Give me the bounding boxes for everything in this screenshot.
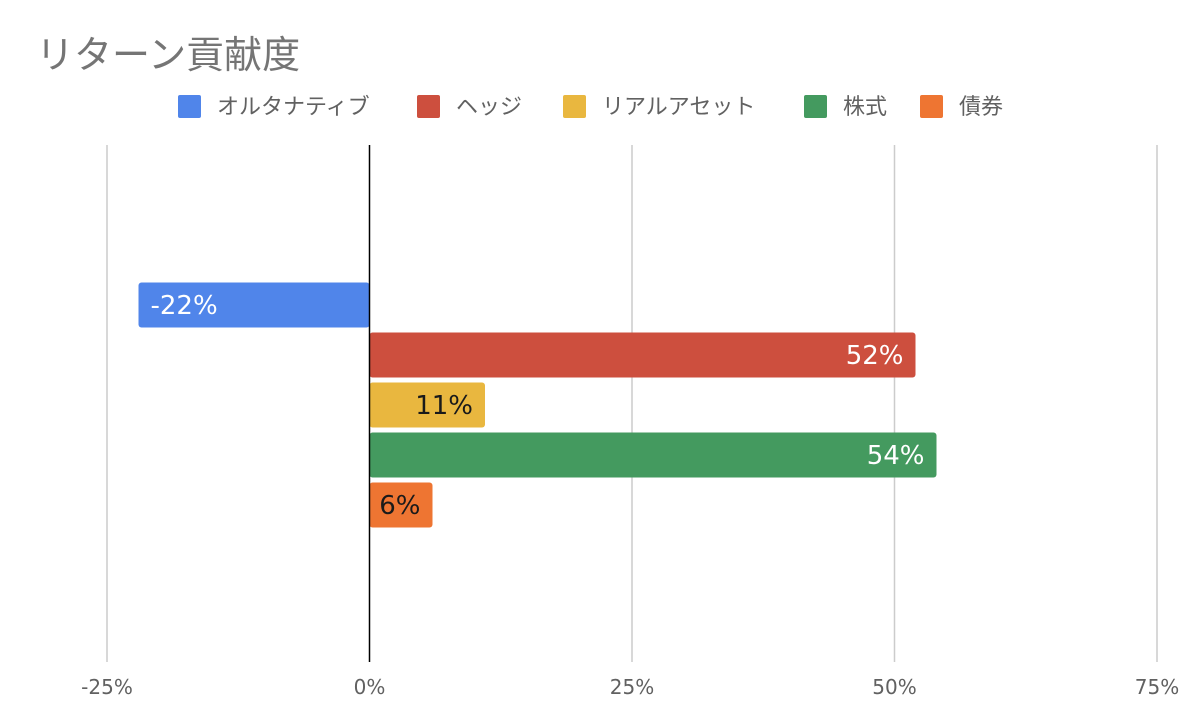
chart-title: リターン貢献度 xyxy=(36,33,301,77)
data-label: -22% xyxy=(151,291,218,321)
x-tick-label: 25% xyxy=(610,675,654,699)
x-tick-label: -25% xyxy=(81,675,133,699)
legend-label: 債券 xyxy=(959,95,1003,120)
legend-label: 株式 xyxy=(843,95,887,120)
x-tick-label: 50% xyxy=(872,675,916,699)
data-label: 11% xyxy=(415,391,473,421)
legend-label: オルタナティブ xyxy=(217,95,370,120)
data-label: 54% xyxy=(867,441,925,471)
bar xyxy=(369,332,916,378)
gridlines xyxy=(106,145,1158,662)
legend-swatch xyxy=(804,95,827,118)
legend-swatch xyxy=(920,95,943,118)
legend-label: リアルアセット xyxy=(602,95,755,120)
x-tick-label: 75% xyxy=(1135,675,1179,699)
legend-swatch xyxy=(563,95,586,118)
legend-label: ヘッジ xyxy=(456,95,522,120)
bar xyxy=(369,482,433,528)
bar xyxy=(369,382,485,428)
x-tick-labels: -25% 0% 25% 50% 75% xyxy=(81,675,1179,699)
bar xyxy=(369,432,937,478)
bars: -22% 52% 11% 54% 6% xyxy=(138,282,937,528)
bar xyxy=(138,282,370,328)
data-label: 6% xyxy=(379,491,420,521)
legend-swatch xyxy=(178,95,201,118)
x-tick-label: 0% xyxy=(354,675,386,699)
legend-swatch xyxy=(417,95,440,118)
legend: オルタナティブ ヘッジ リアルアセット 株式 債券 xyxy=(178,95,1003,120)
data-label: 52% xyxy=(846,341,904,371)
